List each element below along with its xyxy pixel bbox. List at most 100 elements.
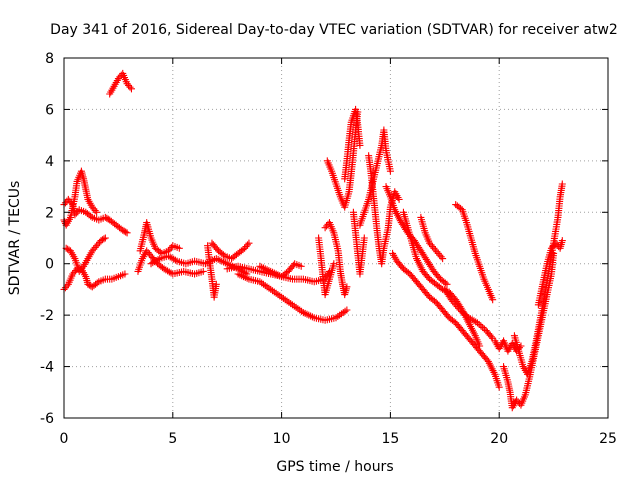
- data-series: [60, 69, 566, 412]
- data-point-marker: [558, 237, 566, 245]
- data-point-marker: [443, 280, 451, 288]
- data-point-marker: [434, 249, 442, 257]
- series-track-j: [208, 239, 253, 263]
- series-track-r: [349, 208, 368, 278]
- data-point-marker: [78, 264, 86, 272]
- x-axis-title: GPS time / hours: [276, 459, 393, 475]
- data-point-marker: [166, 245, 174, 253]
- data-point-marker: [144, 249, 152, 257]
- data-point-marker: [323, 222, 331, 230]
- series-track-x: [417, 213, 447, 263]
- series-track-q: [341, 105, 364, 183]
- y-tick-label: -6: [40, 411, 54, 427]
- data-point-marker: [360, 234, 368, 242]
- tick-labels: 0 5 10 15 20 25 -6 -4 -2 0 2 4 6 8: [40, 51, 617, 447]
- data-point-marker: [475, 320, 483, 328]
- series-track-l: [234, 270, 351, 324]
- y-tick-label: 0: [45, 257, 54, 273]
- data-point-marker: [70, 268, 78, 276]
- data-point-marker: [513, 396, 521, 404]
- data-point-marker: [90, 245, 98, 253]
- data-point-marker: [120, 227, 128, 235]
- data-point-marker: [154, 256, 162, 264]
- data-point-marker: [436, 251, 444, 259]
- data-point-marker: [343, 306, 351, 314]
- data-point-marker: [114, 75, 122, 83]
- series-track-s: [356, 126, 394, 229]
- data-point-marker: [456, 306, 464, 314]
- series-track-z: [452, 201, 497, 304]
- data-point-marker: [199, 267, 207, 275]
- y-tick-label: 6: [45, 102, 54, 118]
- data-point-marker: [487, 333, 495, 341]
- data-point-marker: [297, 262, 305, 270]
- series-track-e: [106, 69, 135, 98]
- series-track-d: [62, 234, 109, 275]
- y-tick-label: -4: [40, 360, 54, 376]
- data-point-marker: [88, 203, 96, 211]
- series-track-ac: [510, 180, 566, 378]
- data-point-marker: [473, 319, 481, 327]
- data-point-marker: [461, 311, 469, 319]
- data-point-marker: [64, 245, 72, 253]
- data-point-marker: [101, 234, 109, 242]
- data-point-marker: [84, 280, 92, 288]
- data-point-marker: [450, 299, 458, 307]
- data-point-marker: [88, 247, 96, 255]
- series-track-ad: [534, 237, 566, 309]
- data-point-marker: [460, 309, 468, 317]
- data-point-marker: [98, 236, 106, 244]
- data-point-marker: [116, 73, 124, 81]
- data-point-marker: [433, 248, 441, 256]
- data-point-marker: [428, 243, 436, 251]
- data-point-marker: [97, 237, 105, 245]
- data-point-marker: [330, 260, 338, 268]
- data-point-marker: [458, 308, 466, 316]
- x-tick-label: 15: [381, 431, 399, 447]
- data-point-marker: [441, 279, 449, 287]
- data-point-marker: [94, 240, 102, 248]
- series-track-y: [441, 285, 497, 342]
- data-point-marker: [343, 283, 351, 291]
- series-track-p: [323, 108, 362, 211]
- x-tick-label: 5: [168, 431, 177, 447]
- data-point-marker: [61, 284, 69, 292]
- data-point-marker: [439, 255, 447, 263]
- data-point-marker: [69, 270, 77, 278]
- data-point-marker: [430, 244, 438, 252]
- data-point-marker: [452, 301, 460, 309]
- data-point-marker: [100, 235, 108, 243]
- data-point-marker: [245, 239, 253, 247]
- series-track-i: [204, 242, 220, 301]
- data-point-marker: [126, 83, 134, 91]
- data-point-marker: [75, 267, 83, 275]
- data-point-marker: [426, 239, 434, 247]
- data-point-marker: [477, 322, 485, 330]
- data-point-marker: [123, 80, 131, 88]
- data-point-marker: [212, 280, 220, 288]
- data-point-marker: [63, 282, 71, 290]
- data-point-marker: [449, 297, 457, 305]
- data-point-marker: [480, 325, 488, 333]
- y-axis-title: SDTVAR / TECUs: [7, 181, 23, 296]
- data-point-marker: [514, 398, 522, 406]
- data-point-marker: [175, 244, 183, 252]
- chart-title: Day 341 of 2016, Sidereal Day-to-day VTE…: [50, 22, 618, 38]
- data-point-marker: [476, 342, 484, 350]
- data-point-marker: [127, 85, 135, 93]
- y-tick-label: 2: [45, 205, 54, 221]
- data-point-marker: [171, 256, 179, 264]
- data-point-marker: [386, 167, 394, 175]
- y-tick-label: 8: [45, 51, 54, 67]
- series-track-m: [256, 260, 305, 281]
- data-point-marker: [93, 279, 101, 287]
- x-tick-label: 20: [490, 431, 508, 447]
- data-point-marker: [219, 251, 227, 259]
- series-track-b: [60, 167, 101, 229]
- data-point-marker: [122, 228, 130, 236]
- data-point-marker: [101, 213, 109, 221]
- data-point-marker: [489, 296, 497, 304]
- series-track-g: [136, 219, 183, 257]
- series-track-o: [321, 219, 351, 299]
